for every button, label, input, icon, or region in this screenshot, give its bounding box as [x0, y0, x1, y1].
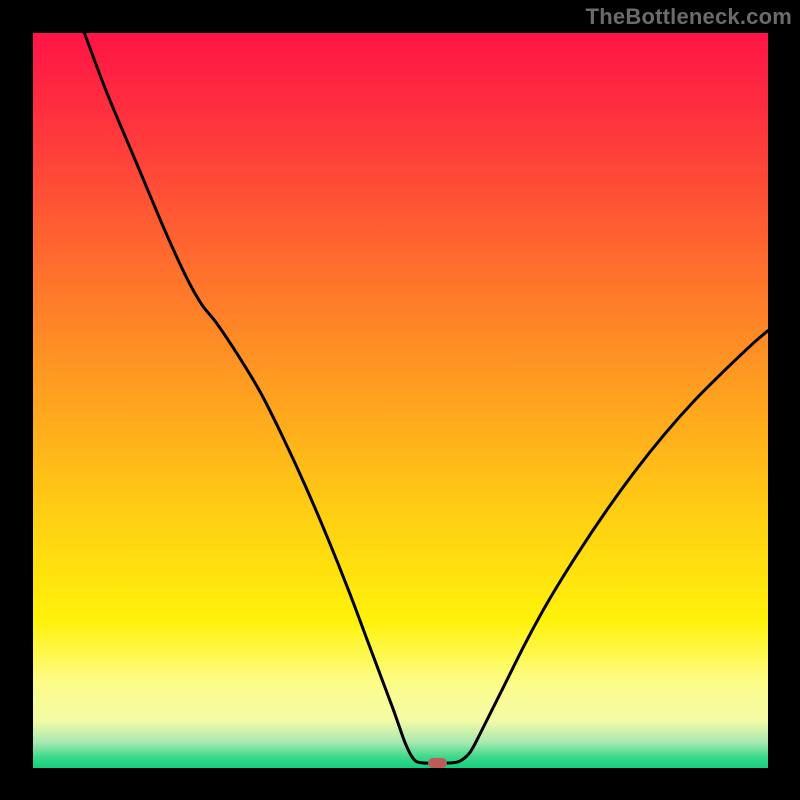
chart-container: TheBottleneck.com	[0, 0, 800, 800]
watermark-label: TheBottleneck.com	[586, 4, 792, 30]
optimal-marker	[428, 758, 447, 768]
curve-path	[84, 33, 768, 763]
bottleneck-curve	[33, 33, 768, 768]
plot-area	[33, 33, 768, 768]
